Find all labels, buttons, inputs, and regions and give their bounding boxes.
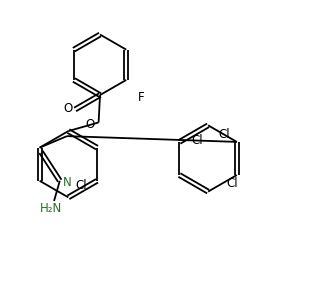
Text: H₂N: H₂N [40,202,62,215]
Text: Cl: Cl [227,177,238,190]
Text: Cl: Cl [191,134,202,147]
Text: F: F [137,91,144,104]
Text: Cl: Cl [75,179,87,192]
Text: Cl: Cl [218,128,230,141]
Text: O: O [85,118,95,131]
Text: N: N [63,176,71,189]
Text: O: O [63,102,73,115]
